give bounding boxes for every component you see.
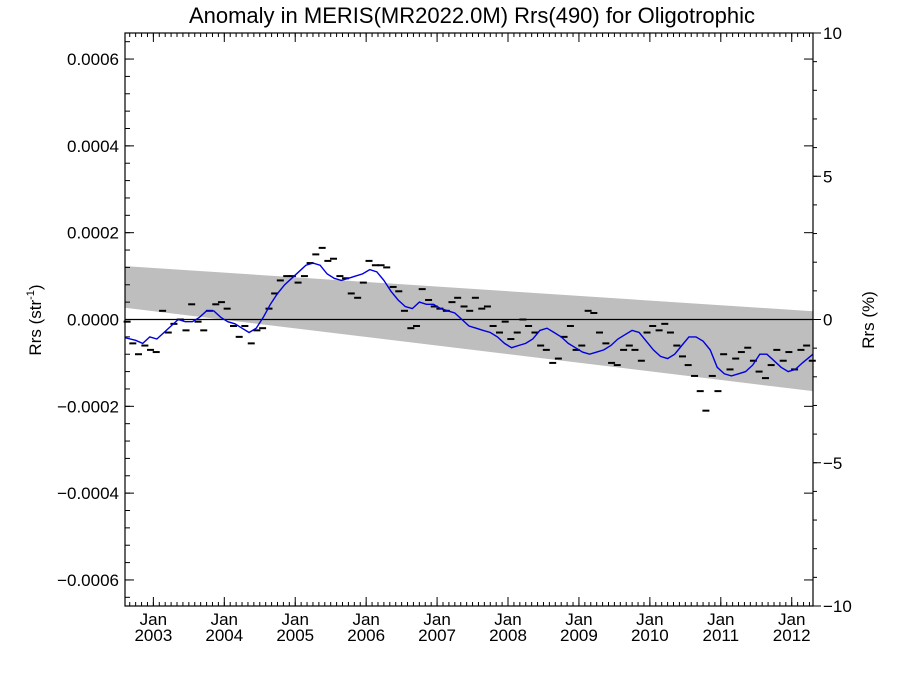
x-tick-month: Jan <box>778 610 805 629</box>
y-tick-label: 0.0006 <box>67 50 119 69</box>
x-tick-year: 2009 <box>560 626 598 645</box>
x-tick-year: 2007 <box>418 626 456 645</box>
y2-tick-label: 0 <box>823 311 832 330</box>
x-tick-year: 2010 <box>631 626 669 645</box>
x-tick-month: Jan <box>565 610 592 629</box>
y2-tick-label: −5 <box>823 454 842 473</box>
y-tick-label: 0.0004 <box>67 137 119 156</box>
y2-tick-label: 5 <box>823 167 832 186</box>
x-tick-year: 2012 <box>773 626 811 645</box>
x-tick-month: Jan <box>494 610 521 629</box>
right-axis-ticks: 10 5 0 −5 −10 <box>813 24 852 616</box>
confidence-band-layer <box>125 266 813 392</box>
x-tick-month: Jan <box>636 610 663 629</box>
y-tick-label: −0.0004 <box>57 484 119 503</box>
smoothed-line-layer <box>124 262 814 377</box>
y-tick-label: −0.0006 <box>57 571 119 590</box>
x-tick-year: 2011 <box>703 626 740 645</box>
y2-tick-label: −10 <box>823 597 852 616</box>
y2-tick-label: 10 <box>823 24 842 43</box>
x-tick-year: 2008 <box>489 626 527 645</box>
x-tick-month: Jan <box>211 610 238 629</box>
x-tick-year: 2006 <box>347 626 385 645</box>
x-axis-ticks: Jan2003Jan2004Jan2005Jan2006Jan2007Jan20… <box>129 33 811 645</box>
x-tick-month: Jan <box>282 610 309 629</box>
y-axis-label: Rrs (str-1) <box>25 284 45 355</box>
y2-axis-label: Rrs (%) <box>859 291 878 349</box>
smoothed-series-line <box>124 262 814 377</box>
chart-title: Anomaly in MERIS(MR2022.0M) Rrs(490) for… <box>189 3 755 28</box>
confidence-band <box>125 266 813 392</box>
y-tick-label: −0.0002 <box>57 397 119 416</box>
x-tick-year: 2003 <box>134 626 172 645</box>
x-tick-month: Jan <box>707 610 734 629</box>
x-tick-month: Jan <box>423 610 450 629</box>
x-tick-month: Jan <box>140 610 167 629</box>
y-tick-label: 0.0000 <box>67 311 119 330</box>
x-tick-year: 2004 <box>205 626 243 645</box>
y-tick-label: 0.0002 <box>67 224 119 243</box>
x-tick-month: Jan <box>352 610 379 629</box>
x-tick-year: 2005 <box>276 626 314 645</box>
left-axis-ticks: 0.0006 0.0004 0.0002 0.0000 −0.0002 −0.0004 −0… <box>57 41 813 598</box>
